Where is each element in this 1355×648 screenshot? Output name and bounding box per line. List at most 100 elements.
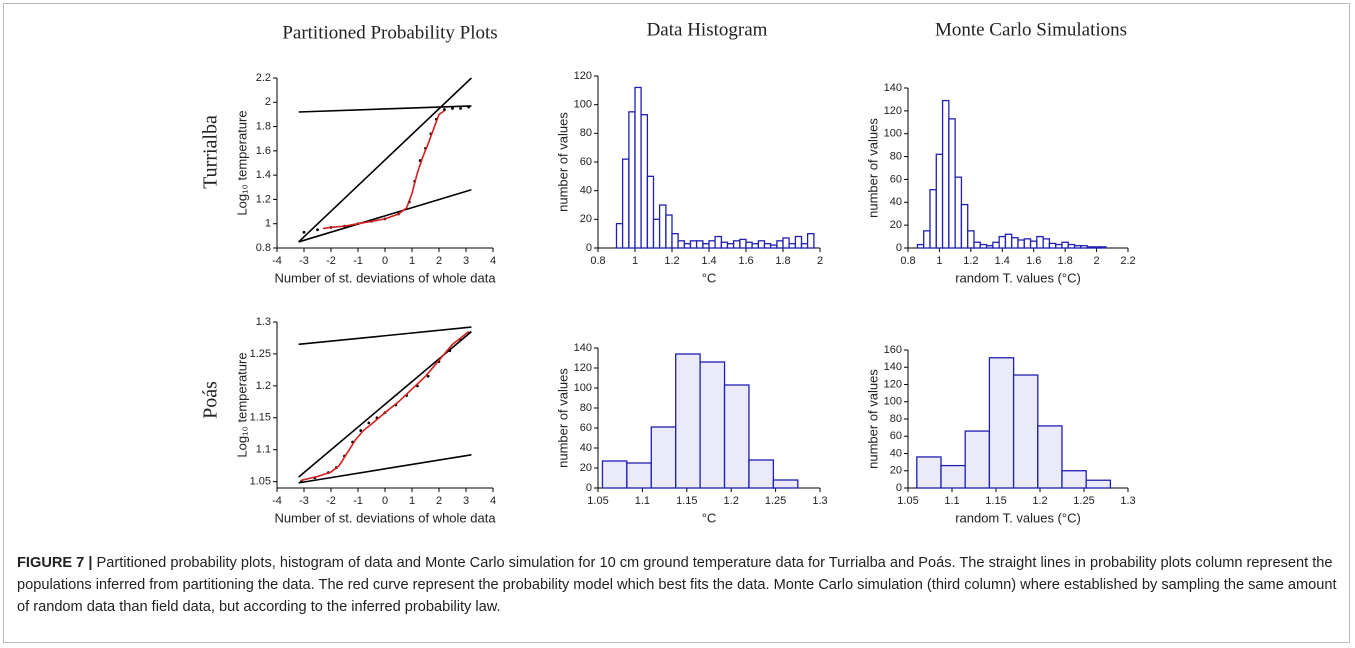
bar [1055,243,1063,249]
x-tick-label: 1.15 [985,495,1006,507]
bar [769,244,778,249]
x-axis-label: Number of st. deviations of whole data [274,510,496,525]
line [301,330,470,482]
y-tick-label: 80 [580,402,592,414]
data-point [467,105,471,109]
x-tick-label: 0 [382,255,388,267]
x-tick-label: -1 [353,255,363,267]
bar [964,430,991,489]
bar [967,230,975,249]
y-axis-label: number of values [555,112,570,212]
bar [739,238,747,249]
x-tick-label: 1.3 [812,495,827,507]
bar [665,214,673,249]
x-tick-label: 0 [382,495,388,507]
chart: 0 20 40 60 80 100 120 0.8 1 1.2 1.4 1.6 1.8 2 number o… [555,70,823,286]
y-tick-label: 40 [580,442,592,454]
bar [1029,240,1038,249]
bar [732,240,741,249]
column-title: Partitioned Probability Plots [282,22,497,43]
x-tick-label: 1 [936,255,942,267]
y-tick-label: 1.1 [256,444,271,456]
x-tick-label: -2 [326,495,336,507]
y-tick-label: 80 [890,150,902,162]
y-tick-label: 100 [884,128,902,140]
x-axis-label: Number of st. deviations of whole data [274,270,496,285]
bar [916,456,942,489]
bar [1080,245,1088,249]
y-tick-label: 120 [884,378,902,390]
x-tick-label: 2 [817,255,823,267]
bar [985,245,994,249]
bar [751,243,760,249]
bar [757,240,766,249]
line [298,188,472,243]
x-tick-label: 1.1 [944,495,959,507]
x-tick-label: 1 [409,495,415,507]
x-tick-label: 1.2 [963,255,978,267]
bar [1067,243,1076,249]
bar [800,243,809,249]
x-tick-label: 1.1 [635,495,650,507]
y-axis-label: number of values [865,369,880,469]
bar [1092,246,1101,249]
x-tick-label: 1.2 [1032,495,1047,507]
x-tick-label: 0.8 [900,255,915,267]
bar [714,235,723,249]
x-tick-label: -4 [272,255,282,267]
bar [621,158,630,249]
x-tick-label: 1.8 [775,255,790,267]
x-tick-label: 1.2 [664,255,679,267]
bar [1023,238,1032,249]
line [298,326,472,346]
y-tick-label: 120 [884,105,902,117]
chart: 1.05 1.1 1.15 1.2 1.25 1.3 -4 -3 -2 -1 0 1 2 3 4 Log₁₀ … [234,316,496,526]
bar [940,464,966,489]
bar [1037,425,1063,489]
bar [671,233,679,249]
data-point [302,230,306,234]
line [298,77,472,243]
bar [929,189,937,249]
x-tick-label: 2 [436,495,442,507]
y-tick-label: 40 [580,185,592,197]
data-point [459,106,462,110]
y-tick-label: 1.4 [256,169,271,181]
column-title: Monte Carlo Simulations [935,19,1127,40]
data-point [316,228,319,232]
caption-text: Partitioned probability plots, histogram… [17,555,1337,615]
bar [763,243,772,249]
bar [634,86,642,249]
x-tick-label: 4 [490,495,496,507]
bar [601,460,628,489]
y-axis-label: number of values [555,368,570,468]
y-tick-label: 0 [586,482,592,494]
x-tick-label: 1.8 [1057,255,1072,267]
bar [640,114,649,249]
line [322,110,445,230]
x-tick-label: 2 [1094,255,1100,267]
x-tick-label: 1.4 [995,255,1010,267]
x-tick-label: 2.2 [1120,255,1135,267]
x-tick-label: 1 [409,255,415,267]
row-label: Poás [200,381,222,419]
bar [1061,241,1069,249]
bar [699,361,726,489]
bar [626,462,652,489]
x-tick-label: 1.6 [1026,255,1041,267]
data-point [367,421,371,425]
chart: 0 20 40 60 80 100 120 140 0.8 1 1.2 1.4 1.6 1.8 2 2.2 nu… [865,82,1135,286]
bar [646,175,655,249]
bar [788,243,797,249]
y-tick-label: 120 [574,362,592,374]
bar [1086,246,1095,249]
bar [1017,239,1025,249]
bar [935,153,944,249]
bar [1073,245,1082,249]
figure-frame [3,3,1350,643]
figure: Partitioned Probability Plots Data Histo… [200,19,1136,526]
bar [960,203,969,249]
y-tick-label: 20 [580,213,592,225]
bar [677,240,686,249]
bar [979,243,988,249]
